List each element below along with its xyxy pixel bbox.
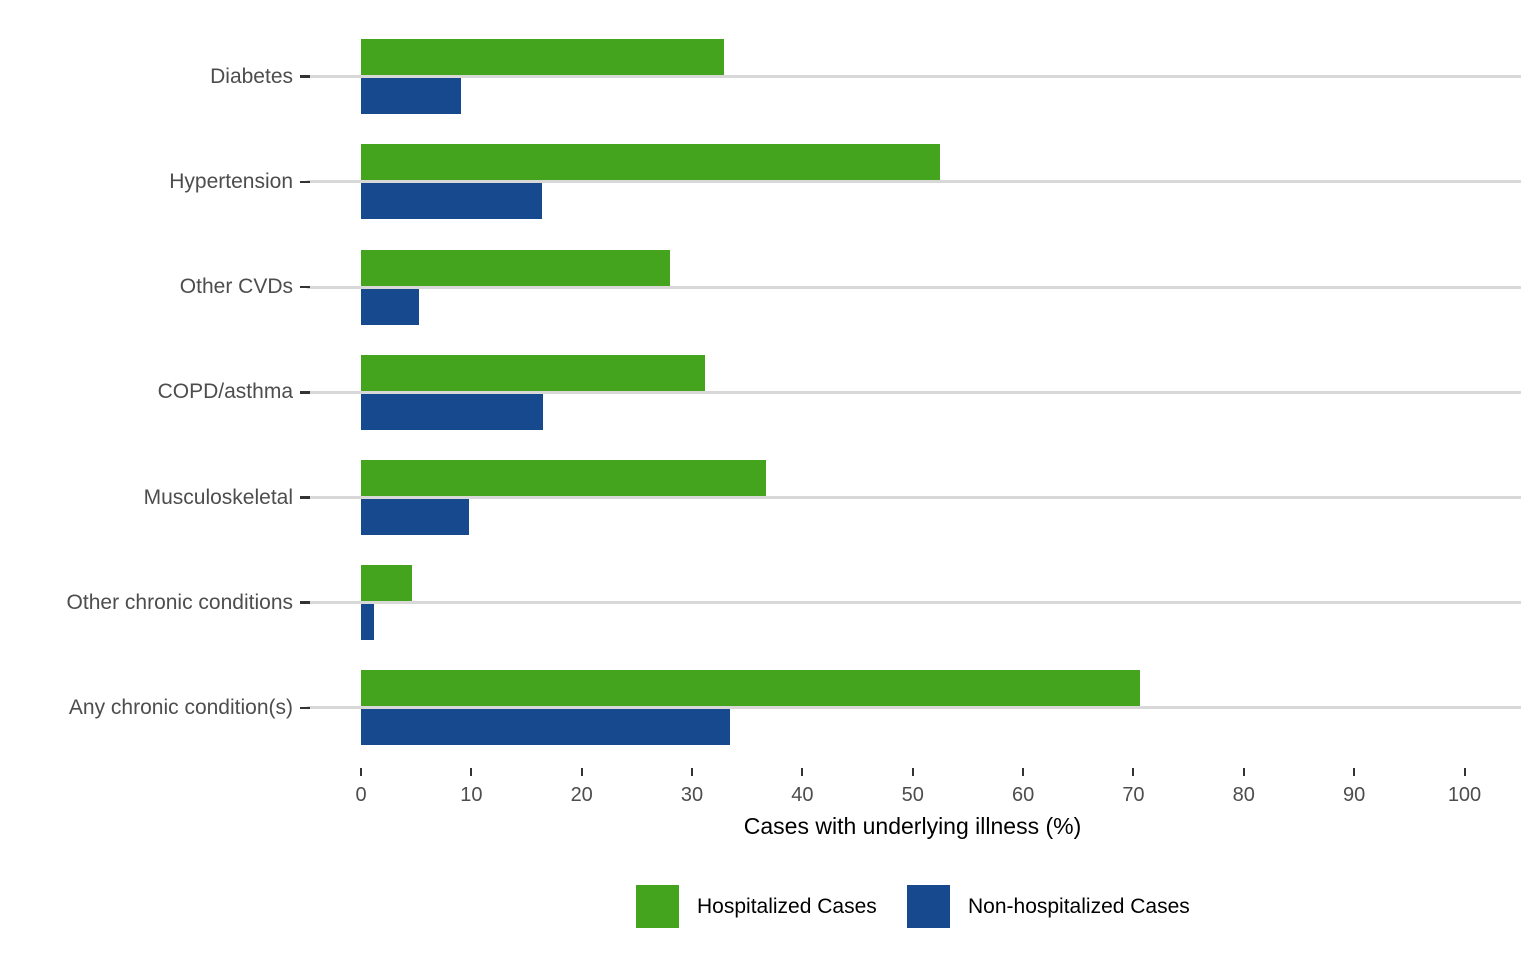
bar-hospitalized-cases-hypertension (361, 144, 941, 182)
legend-key-hospitalized-cases (636, 885, 679, 928)
category-label-hypertension: Hypertension (169, 169, 293, 193)
x-tick-label-70: 70 (1122, 784, 1145, 806)
bar-hospitalized-cases-other-cvds (361, 249, 670, 288)
gridline (307, 180, 1521, 184)
x-tick (1242, 768, 1245, 776)
x-tick-label-100: 100 (1447, 784, 1482, 806)
y-tick (300, 496, 310, 499)
bar-non-hospitalized-cases-any-chronic-condition-s (361, 707, 730, 746)
x-tick-label-50: 50 (901, 784, 924, 806)
gridline (307, 75, 1521, 79)
y-tick (300, 285, 310, 289)
gridline (307, 706, 1521, 710)
gridline (307, 601, 1521, 605)
x-tick-label-40: 40 (791, 784, 814, 806)
bar-non-hospitalized-cases-musculoskeletal (361, 497, 470, 535)
gridline (307, 285, 1521, 289)
x-tick (1463, 768, 1466, 776)
category-label-copd-asthma: COPD/asthma (157, 380, 293, 404)
category-label-other-chronic-conditions: Other chronic conditions (66, 590, 293, 614)
bar-non-hospitalized-cases-copd-asthma (361, 392, 544, 430)
bar-hospitalized-cases-other-chronic-conditions (361, 565, 412, 603)
x-tick-label-20: 20 (570, 784, 593, 806)
legend-label-hospitalized-cases: Hospitalized Cases (697, 895, 877, 918)
x-tick (801, 768, 804, 776)
bar-non-hospitalized-cases-diabetes (361, 76, 462, 115)
x-axis-title: Cases with underlying illness (%) (743, 813, 1082, 839)
x-tick (1132, 768, 1135, 776)
x-tick (580, 768, 583, 776)
y-tick (300, 391, 310, 394)
bar-hospitalized-cases-any-chronic-condition-s (361, 670, 1141, 708)
x-tick-label-60: 60 (1011, 784, 1035, 806)
legend-label-non-hospitalized-cases: Non-hospitalized Cases (968, 895, 1190, 918)
bar-non-hospitalized-cases-hypertension (361, 181, 542, 220)
bar-hospitalized-cases-musculoskeletal (361, 460, 766, 498)
x-tick (1022, 768, 1025, 776)
x-tick (1353, 768, 1356, 776)
x-tick-label-90: 90 (1343, 784, 1366, 806)
x-tick (691, 768, 694, 776)
bar-hospitalized-cases-copd-asthma (361, 354, 706, 393)
x-tick-label-10: 10 (460, 784, 483, 806)
category-label-musculoskeletal: Musculoskeletal (143, 485, 293, 509)
y-tick (300, 601, 310, 604)
legend-key-non-hospitalized-cases (907, 885, 950, 928)
category-label-any-chronic-condition-s: Any chronic condition(s) (68, 695, 293, 719)
bar-hospitalized-cases-diabetes (361, 39, 725, 77)
bar-non-hospitalized-cases-other-chronic-conditions (361, 602, 375, 641)
x-tick-label-0: 0 (355, 784, 367, 806)
category-label-diabetes: Diabetes (210, 64, 293, 88)
x-tick (470, 768, 473, 776)
y-tick (300, 180, 310, 184)
x-tick-label-80: 80 (1232, 784, 1255, 806)
bar-non-hospitalized-cases-other-cvds (361, 287, 420, 325)
x-tick-label-30: 30 (680, 784, 704, 806)
y-tick (300, 706, 310, 710)
category-label-other-cvds: Other CVDs (179, 275, 293, 299)
x-tick (911, 768, 914, 776)
gridline (307, 496, 1521, 499)
y-tick (300, 75, 310, 78)
gridline (307, 390, 1521, 394)
x-tick (360, 768, 362, 776)
